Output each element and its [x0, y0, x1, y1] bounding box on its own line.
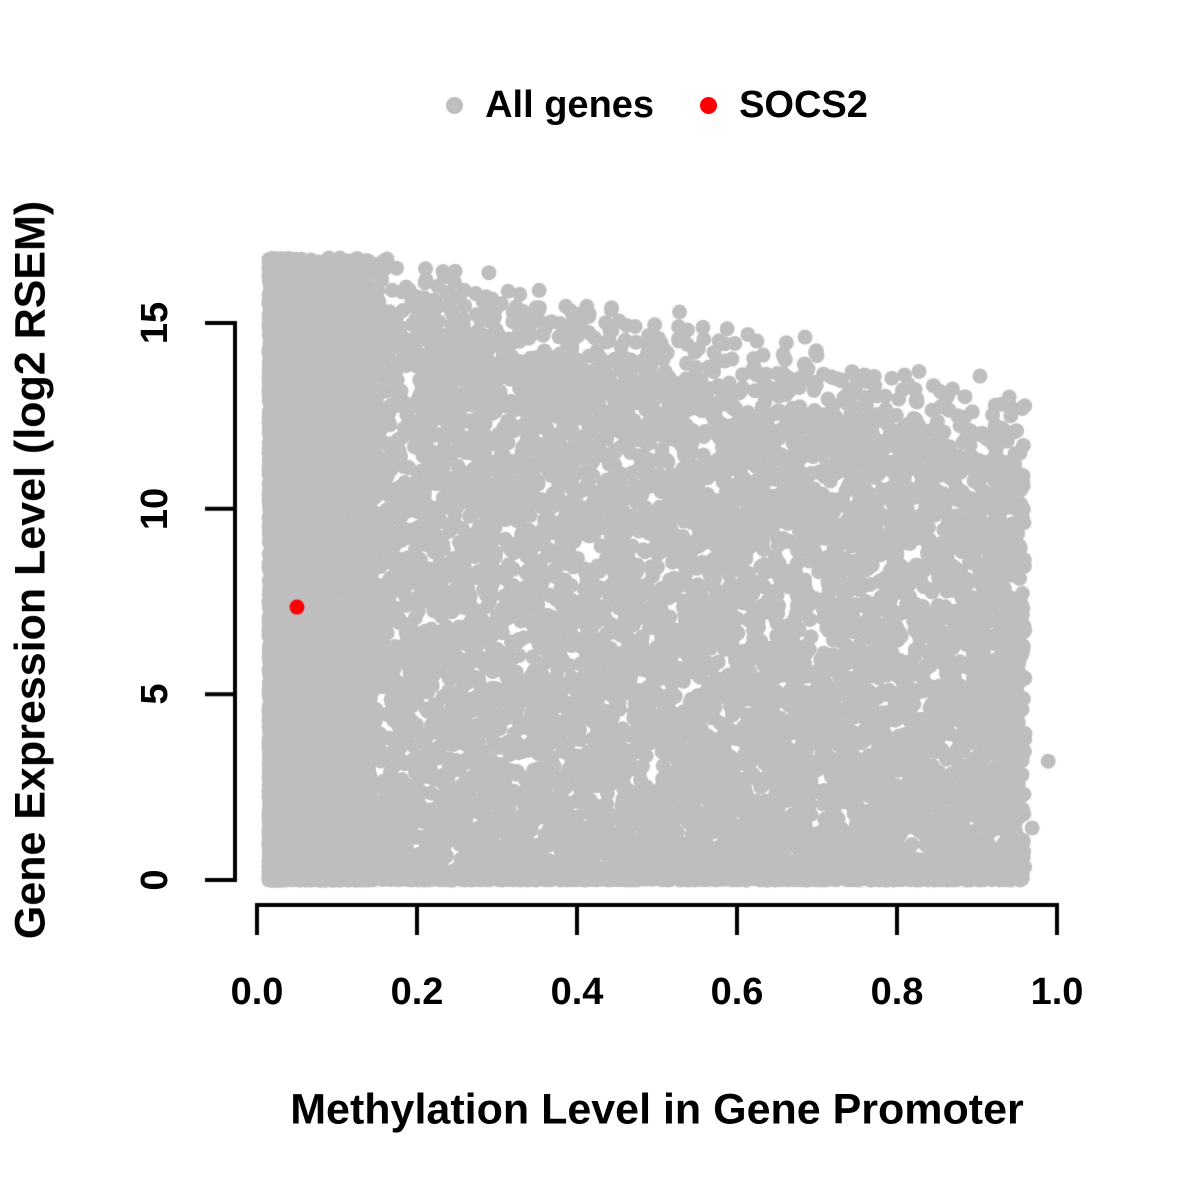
y-tick-label-5: 5 — [134, 683, 176, 705]
x-tick-label-0.8: 0.8 — [870, 971, 924, 1013]
legend-item-socs2: SOCS2 — [700, 86, 868, 124]
x-tick-label-0.6: 0.6 — [710, 971, 764, 1013]
y-axis-title: Gene Expression Level (log2 RSEM) — [6, 200, 55, 940]
y-tick-label-15: 15 — [134, 301, 176, 345]
legend-marker-socs2-icon — [700, 96, 718, 114]
legend: All genes SOCS2 — [257, 86, 1057, 124]
legend-label-all-genes: All genes — [485, 84, 655, 126]
legend-item-all-genes: All genes — [446, 86, 654, 124]
legend-marker-all-genes-icon — [446, 96, 464, 114]
y-tick-label-10: 10 — [134, 487, 176, 530]
x-tick-label-0.2: 0.2 — [390, 971, 444, 1013]
x-tick-label-1.0: 1.0 — [1030, 971, 1084, 1013]
x-tick-label-0.4: 0.4 — [550, 971, 604, 1013]
x-axis-title: Methylation Level in Gene Promoter — [290, 1085, 1024, 1134]
y-tick-label-0: 0 — [134, 869, 176, 891]
x-tick-label-0.0: 0.0 — [230, 971, 284, 1013]
legend-label-socs2: SOCS2 — [739, 84, 868, 126]
